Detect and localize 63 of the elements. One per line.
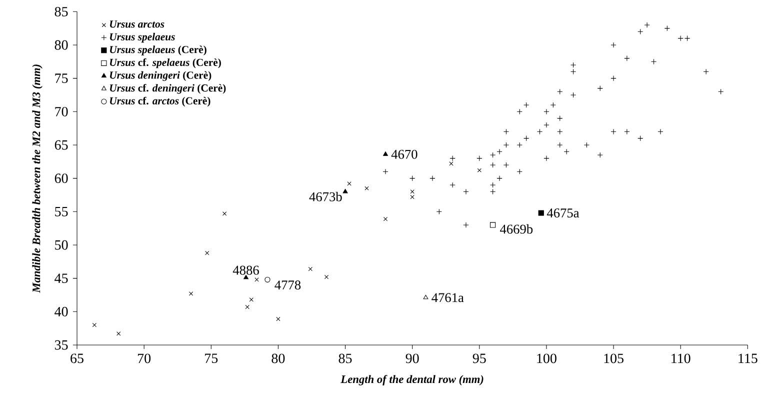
y-tick-label: 45 xyxy=(54,274,68,284)
y-tick-label: 35 xyxy=(54,340,68,350)
legend-label: Ursus cf. deningeri (Cerè) xyxy=(110,84,226,94)
point xyxy=(383,216,388,222)
x-tick-label: 85 xyxy=(338,354,352,364)
annotation: 4761a xyxy=(432,293,464,302)
point xyxy=(364,186,369,190)
point xyxy=(477,168,482,172)
y-tick-label: 60 xyxy=(54,174,68,184)
y-tick-label: 75 xyxy=(55,74,68,83)
y-tick-label: 40 xyxy=(54,306,68,316)
point xyxy=(308,266,312,272)
point xyxy=(276,316,280,322)
point xyxy=(410,194,414,200)
legend-label: Ursus cf. arctos (Cerè) xyxy=(110,96,210,107)
annotation: 4675a xyxy=(546,208,580,218)
y-tick-label: 80 xyxy=(54,40,68,50)
y-tick-label: 55 xyxy=(55,207,68,216)
point xyxy=(116,332,121,336)
legend-label: Ursus cf. spelaeus (Cerè) xyxy=(110,58,221,68)
y-tick-label: 70 xyxy=(55,106,68,116)
point xyxy=(324,274,329,280)
point xyxy=(222,212,227,216)
x-tick-label: 105 xyxy=(604,354,624,364)
point xyxy=(92,322,97,328)
point xyxy=(342,188,348,194)
point xyxy=(347,182,352,186)
point xyxy=(449,162,454,166)
point xyxy=(205,250,210,256)
point xyxy=(244,274,248,280)
x-tick-label: 110 xyxy=(672,354,690,364)
annotation: 4669b xyxy=(500,224,533,234)
x-tick-label: 95 xyxy=(472,354,486,364)
legend-label: Ursus spelaeus xyxy=(110,32,175,43)
point xyxy=(490,222,496,228)
x-axis-title: Length of the dental row (mm) xyxy=(340,374,484,386)
point xyxy=(410,190,414,194)
x-tick-label: 70 xyxy=(138,354,151,364)
annotation: 4670 xyxy=(391,150,418,159)
x-tick-label: 80 xyxy=(272,354,285,364)
annotation: 4778 xyxy=(274,280,301,290)
point xyxy=(264,276,270,282)
point xyxy=(254,278,259,282)
x-tick-label: 90 xyxy=(406,354,419,364)
y-tick-label: 85 xyxy=(54,6,68,16)
x-tick-label: 100 xyxy=(537,354,556,364)
y-axis-title: Mandible Breadth between the M2 and M3 (mm) xyxy=(32,64,42,293)
annotation: 4673b xyxy=(309,192,342,202)
y-tick-label: 50 xyxy=(55,240,68,250)
legend-label: Ursus spelaeus (Cerè) xyxy=(110,46,206,56)
y-tick-label: 65 xyxy=(54,140,68,150)
point xyxy=(188,292,194,296)
x-tick-label: 75 xyxy=(205,354,218,364)
legend-label: Ursus deningeri (Cerè) xyxy=(110,71,212,81)
legend-label: Ursus arctos xyxy=(110,20,164,28)
x-tick-label: 115 xyxy=(738,354,758,364)
x-tick-label: 65 xyxy=(70,354,84,364)
point xyxy=(423,294,428,300)
point xyxy=(383,152,388,156)
point xyxy=(245,304,250,310)
point xyxy=(538,210,544,216)
point xyxy=(249,298,254,302)
annotation: 4886 xyxy=(232,266,259,275)
